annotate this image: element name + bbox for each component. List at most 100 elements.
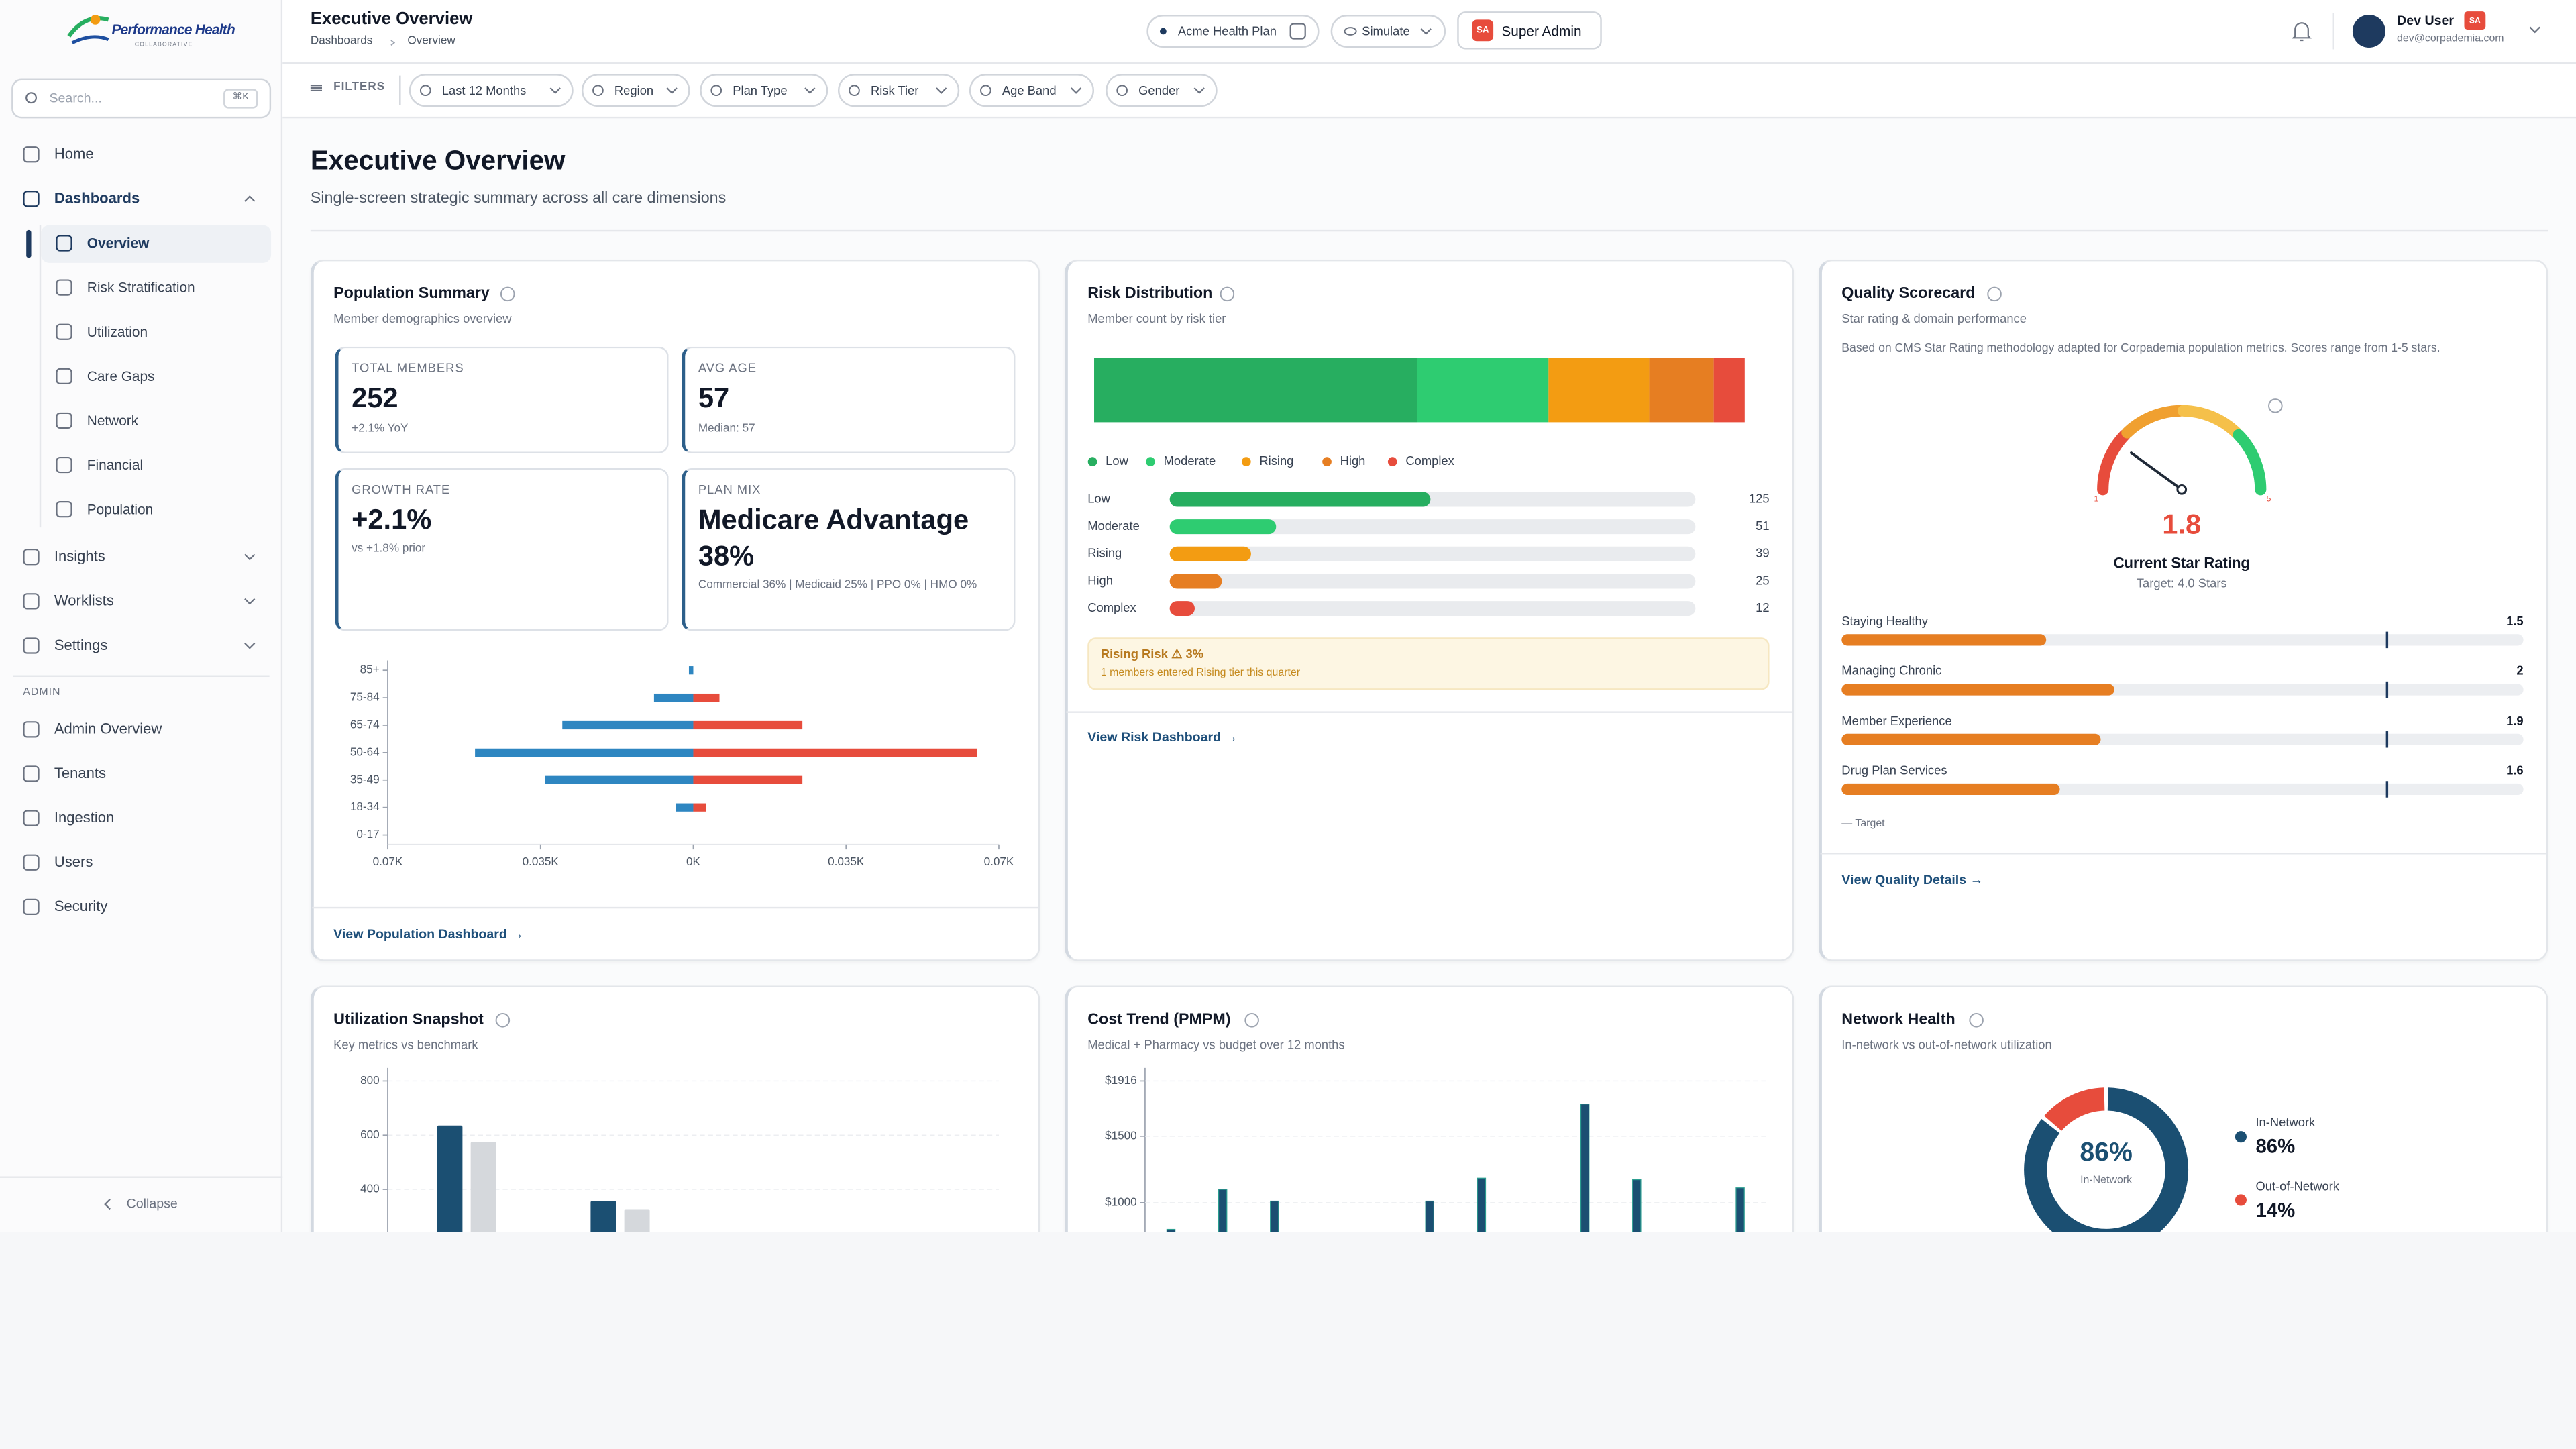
brand-tagline: COLLABORATIVE: [134, 40, 193, 48]
card-link[interactable]: View Risk Dashboard →: [1087, 729, 1238, 745]
page-subtitle: Single-screen strategic summary across a…: [310, 189, 727, 208]
nav-subitem[interactable]: Population: [87, 500, 154, 518]
donut-center-value: 86%: [2080, 1139, 2133, 1167]
divider: [0, 1176, 283, 1178]
nav-active-bar: [26, 229, 31, 258]
card-title: Quality Scorecard: [1841, 284, 1976, 303]
blank-area: [0, 1232, 2576, 1449]
tenant-name: Acme Health Plan: [1177, 23, 1277, 39]
nav-tree-line: [39, 225, 42, 528]
kpi-note: vs +1.8% prior: [352, 543, 426, 555]
user-badge: SA: [2469, 15, 2481, 25]
card-description: Based on CMS Star Rating methodology ada…: [1841, 339, 2440, 355]
kpi-card: [335, 468, 669, 631]
kpi-label: AVG AGE: [698, 360, 757, 376]
card: [1064, 259, 1794, 961]
domain-label: Staying Healthy: [1841, 613, 1928, 629]
collapse-button[interactable]: Collapse: [126, 1196, 178, 1212]
card-subtitle: Key metrics vs benchmark: [333, 1037, 478, 1053]
divider: [1066, 711, 1792, 713]
breadcrumb[interactable]: Dashboards: [310, 36, 373, 48]
kpi-label: TOTAL MEMBERS: [352, 360, 464, 376]
search-box[interactable]: [11, 78, 272, 119]
domain-value: 1.9: [2506, 713, 2524, 729]
card-title: Utilization Snapshot: [333, 1010, 484, 1029]
legend-value: 86%: [2255, 1134, 2296, 1159]
nav-subitem[interactable]: Network: [87, 412, 139, 429]
legend: — Target: [1841, 818, 1885, 830]
breadcrumb: Overview: [407, 36, 455, 48]
card-title: Cost Trend (PMPM): [1087, 1010, 1231, 1029]
nav-item[interactable]: Users: [54, 853, 93, 870]
card-subtitle: Star rating & domain performance: [1841, 311, 2027, 327]
kpi-value: Medicare Advantage 38%: [698, 504, 969, 572]
nav-subitem[interactable]: Care Gaps: [87, 368, 155, 384]
nav-item[interactable]: Security: [54, 898, 108, 915]
alert-text: 1 members entered Rising tier this quart…: [1100, 667, 1301, 679]
filter-chip-label: Plan Type: [733, 83, 788, 98]
divider: [13, 675, 270, 677]
shortcut-box: [223, 89, 258, 109]
nav-item[interactable]: Tenants: [54, 765, 107, 782]
legend-value: 14%: [2255, 1198, 2296, 1222]
divider: [310, 229, 2548, 232]
alert: [1087, 637, 1770, 690]
card-link[interactable]: View Population Dashboard →: [333, 926, 524, 942]
domain-label: Member Experience: [1841, 713, 1952, 729]
kpi-note: Commercial 36% | Medicaid 25% | PPO 0% |…: [698, 580, 977, 592]
legend-label: In-Network: [2255, 1114, 2316, 1130]
filter-sep: [399, 75, 401, 105]
nav-item[interactable]: Insights: [54, 547, 105, 565]
avatar-initials: DU: [2360, 23, 2378, 39]
divider: [1820, 853, 2546, 855]
nav-item[interactable]: Ingestion: [54, 809, 115, 826]
domain-value: 1.6: [2506, 763, 2524, 778]
simulate: Simulate: [1362, 23, 1410, 39]
kpi-card: [682, 468, 1016, 631]
header-title: Executive Overview: [310, 9, 473, 30]
gauge-label: Current Star Rating: [2113, 554, 2250, 572]
kpi-label: GROWTH RATE: [352, 482, 451, 497]
card-link[interactable]: View Quality Details →: [1841, 872, 1984, 888]
kpi-value: 252: [352, 382, 398, 414]
filter-chip-label: Age Band: [1002, 83, 1057, 98]
sidebar: [0, 0, 283, 1232]
domain-label: Drug Plan Services: [1841, 763, 1947, 778]
nav-item[interactable]: Home: [54, 145, 94, 162]
domain-label: Managing Chronic: [1841, 663, 1942, 678]
card-subtitle: Medical + Pharmacy vs budget over 12 mon…: [1087, 1037, 1345, 1053]
nav-item[interactable]: Worklists: [54, 592, 114, 609]
filters-label: FILTERS: [333, 81, 386, 94]
nav-active-bg: [41, 225, 272, 263]
filter-chip[interactable]: [409, 74, 574, 107]
card-title: Network Health: [1841, 1010, 1955, 1029]
page-title: Executive Overview: [310, 146, 566, 176]
gauge-target: Target: 4.0 Stars: [2136, 576, 2227, 591]
kpi-note: +2.1% YoY: [352, 423, 409, 435]
filter-chip-label: Region: [614, 83, 654, 98]
role-badge: SA: [1476, 25, 1489, 35]
domain-value: 1.5: [2506, 613, 2524, 629]
filter-chip-label: Gender: [1138, 83, 1180, 98]
card-subtitle: Member count by risk tier: [1087, 311, 1226, 327]
legend-label: Out-of-Network: [2255, 1177, 2340, 1193]
role-name: Super Admin: [1501, 23, 1582, 40]
kpi-value: +2.1%: [352, 504, 432, 535]
nav-subitem[interactable]: Overview: [87, 234, 150, 252]
nav-item[interactable]: Admin Overview: [54, 720, 162, 737]
nav-subitem[interactable]: Financial: [87, 456, 144, 474]
kpi-value: 57: [698, 382, 730, 414]
nav-subitem[interactable]: Risk Stratification: [87, 279, 195, 296]
domain-value: 2: [2516, 663, 2524, 678]
kpi-note: Median: 57: [698, 423, 755, 435]
gauge-value: 1.8: [2162, 508, 2202, 541]
nav-item[interactable]: Dashboards: [54, 190, 140, 207]
kpi-label: PLAN MIX: [698, 482, 761, 497]
user-name: Dev User: [2397, 13, 2455, 29]
nav-subitem[interactable]: Utilization: [87, 323, 148, 340]
nav-item[interactable]: Settings: [54, 637, 108, 653]
section-label: ADMIN: [23, 686, 61, 699]
header-sep: [2332, 13, 2335, 50]
